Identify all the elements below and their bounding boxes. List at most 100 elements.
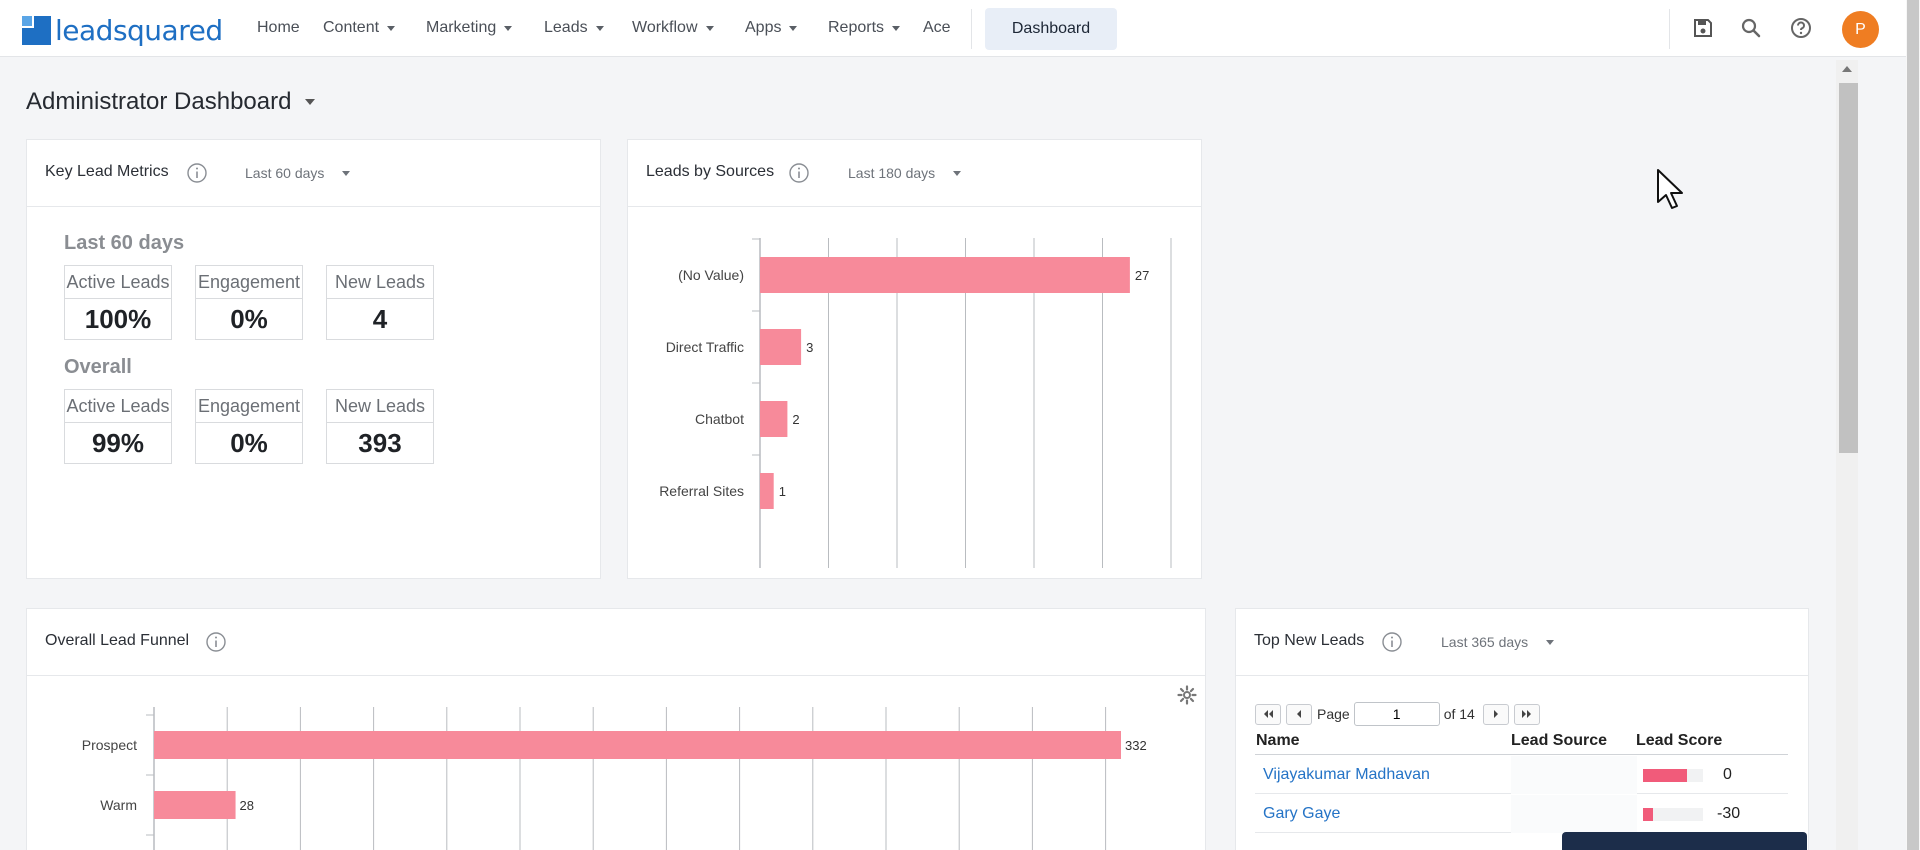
- scrollbar-thumb[interactable]: [1839, 83, 1858, 453]
- metric-card-new-leads: New Leads 4: [326, 265, 434, 340]
- metric-label: Engagement: [196, 266, 302, 299]
- overall-lead-funnel-widget: Overall Lead Funnel 332 Prospect 28 Warm: [26, 608, 1206, 850]
- nav-item-marketing[interactable]: Marketing: [426, 19, 513, 37]
- category-label: Referral Sites: [659, 483, 744, 499]
- column-header-name[interactable]: Name: [1256, 732, 1300, 749]
- widget-title: Overall Lead Funnel: [45, 632, 190, 649]
- lead-name-link[interactable]: Vijayakumar Madhavan: [1263, 766, 1430, 783]
- chevron-down-icon: [892, 25, 901, 31]
- info-icon[interactable]: [788, 162, 810, 184]
- notification-bar[interactable]: [1562, 832, 1807, 850]
- double-chevron-right-icon: [1521, 710, 1531, 718]
- widget-header: Key Lead Metrics Last 60 days: [27, 140, 600, 207]
- lead-source-cell: [1511, 756, 1637, 794]
- chevron-left-icon: [1297, 710, 1301, 718]
- prev-page-button[interactable]: [1286, 703, 1312, 725]
- chevron-down-icon: [705, 25, 714, 31]
- score-bar: [1643, 808, 1653, 821]
- data-label: 3: [806, 340, 813, 355]
- metric-card-new-leads: New Leads 393: [326, 389, 434, 464]
- metric-label: New Leads: [327, 266, 433, 299]
- first-page-button[interactable]: [1255, 703, 1281, 725]
- page-count-label: of 14: [1443, 706, 1475, 722]
- page-number-input[interactable]: [1353, 702, 1440, 726]
- chevron-down-icon: [1546, 639, 1555, 645]
- category-label: Warm: [100, 797, 137, 813]
- leads-by-sources-widget: Leads by Sources Last 180 days 051015202…: [627, 139, 1202, 579]
- page-scrollbar-thumb[interactable]: [1907, 0, 1919, 850]
- nav-item-content[interactable]: Content: [323, 19, 396, 37]
- nav-item-home[interactable]: Home: [257, 19, 300, 37]
- metric-section-heading: Overall: [64, 356, 132, 378]
- chevron-down-icon: [387, 25, 396, 31]
- date-range-dropdown[interactable]: Last 180 days: [848, 165, 962, 181]
- widget-title: Top New Leads: [1254, 632, 1365, 649]
- metric-value: 4: [372, 304, 388, 334]
- metric-card-engagement: Engagement 0%: [195, 265, 303, 340]
- table-row: Vijayakumar Madhavan 0: [1255, 756, 1788, 794]
- key-lead-metrics-widget: Key Lead Metrics Last 60 days Last 60 da…: [26, 139, 601, 579]
- chevron-right-icon: [1493, 710, 1498, 718]
- chevron-down-icon: [789, 25, 798, 31]
- metric-card-active-leads: Active Leads 100%: [64, 265, 172, 340]
- data-label: 27: [1135, 268, 1149, 283]
- save-icon[interactable]: [1692, 17, 1714, 39]
- nav-divider: [1669, 9, 1670, 49]
- chevron-down-icon[interactable]: [305, 99, 316, 105]
- date-range-label: Last 180 days: [848, 165, 936, 181]
- mouse-cursor-icon: [1657, 169, 1683, 209]
- chevron-down-icon: [595, 25, 604, 31]
- data-label: 2: [792, 412, 799, 427]
- search-icon[interactable]: [1740, 17, 1762, 39]
- help-icon[interactable]: [1790, 17, 1812, 39]
- category-label: Direct Traffic: [666, 339, 744, 355]
- info-icon[interactable]: [186, 162, 208, 184]
- score-bar-track: [1643, 808, 1703, 821]
- nav-item-workflow[interactable]: Workflow: [632, 19, 714, 37]
- nav-item-label: Content: [323, 19, 380, 36]
- widget-title: Key Lead Metrics: [45, 163, 169, 180]
- user-avatar[interactable]: P: [1842, 11, 1879, 48]
- data-label: 28: [240, 798, 254, 813]
- next-page-button[interactable]: [1482, 703, 1509, 725]
- nav-item-apps[interactable]: Apps: [745, 19, 798, 37]
- page-title[interactable]: Administrator Dashboard: [26, 88, 316, 116]
- metric-label: Active Leads: [65, 266, 171, 299]
- category-label: Chatbot: [695, 411, 744, 427]
- table-row: Gary Gaye -30: [1255, 795, 1788, 833]
- date-range-label: Last 365 days: [1441, 634, 1529, 650]
- metric-value: 0%: [230, 304, 268, 334]
- gear-icon[interactable]: [1177, 685, 1197, 705]
- metric-card-engagement: Engagement 0%: [195, 389, 303, 464]
- lead-name-link[interactable]: Gary Gaye: [1263, 805, 1341, 822]
- metric-label: New Leads: [327, 390, 433, 423]
- brand-logo[interactable]: leadsquared: [22, 14, 223, 47]
- chart-bar: [760, 257, 1130, 293]
- scroll-up-arrow[interactable]: [1842, 66, 1852, 72]
- category-label: (No Value): [678, 267, 744, 283]
- chevron-down-icon: [953, 170, 962, 176]
- chart-bar: [154, 731, 1121, 759]
- nav-item-ace[interactable]: Ace: [923, 19, 951, 37]
- date-range-dropdown[interactable]: Last 60 days: [245, 165, 351, 181]
- scrollbar[interactable]: [1836, 60, 1858, 850]
- nav-item-label: Leads: [544, 19, 588, 36]
- column-header-lead-source[interactable]: Lead Source: [1511, 732, 1608, 749]
- nav-item-leads[interactable]: Leads: [544, 19, 604, 37]
- date-range-dropdown[interactable]: Last 365 days: [1441, 634, 1555, 650]
- widget-header: Leads by Sources Last 180 days: [628, 140, 1201, 207]
- nav-item-reports[interactable]: Reports: [828, 19, 901, 37]
- last-page-button[interactable]: [1513, 703, 1540, 725]
- chevron-down-icon: [504, 25, 513, 31]
- dashboard-tab[interactable]: Dashboard: [985, 8, 1117, 50]
- metric-label: Active Leads: [65, 390, 171, 423]
- info-icon[interactable]: [205, 631, 227, 653]
- metric-value: 393: [358, 428, 402, 458]
- column-header-lead-score[interactable]: Lead Score: [1636, 732, 1723, 749]
- metric-value: 100%: [84, 304, 152, 334]
- date-range-label: Last 60 days: [245, 165, 325, 181]
- score-bar: [1643, 769, 1687, 782]
- info-icon[interactable]: [1381, 631, 1403, 653]
- page-scrollbar[interactable]: [1906, 0, 1920, 850]
